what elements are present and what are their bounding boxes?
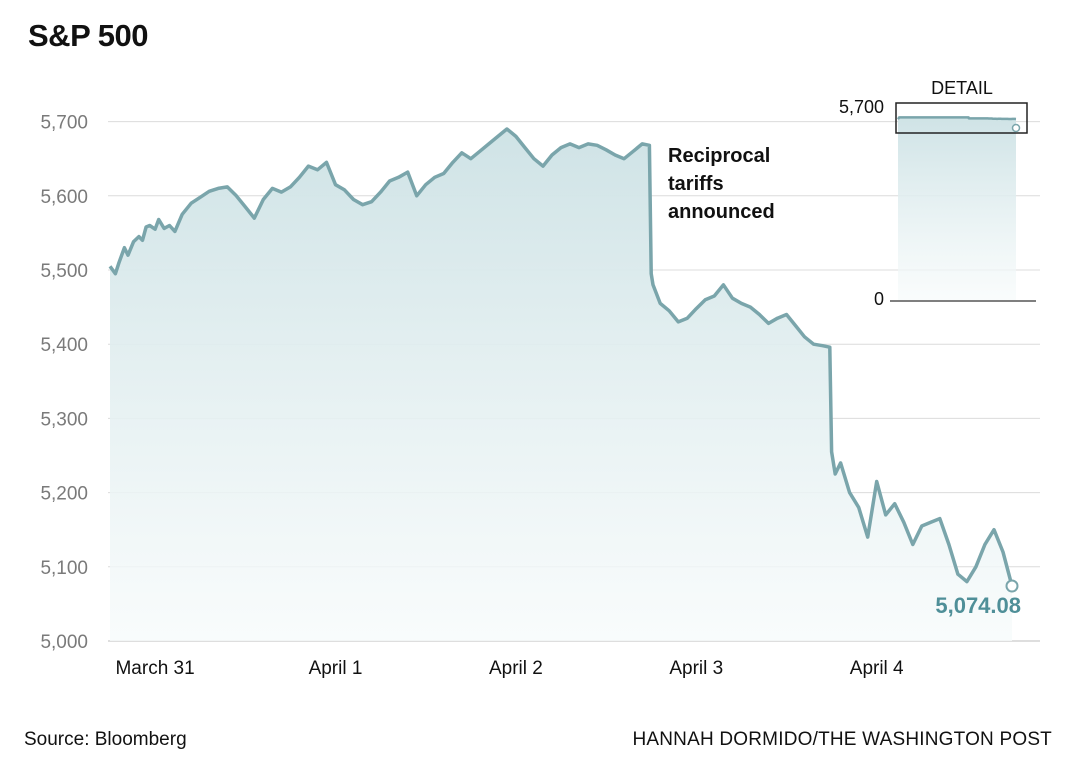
inset-tick-top: 5,700 [839, 97, 884, 117]
inset-area [898, 117, 1016, 301]
annotation-line: Reciprocal [668, 145, 770, 167]
chart-title: S&P 500 [28, 18, 149, 53]
x-tick-label: April 4 [850, 658, 904, 679]
inset-end-marker [1011, 123, 1021, 133]
credit-line: HANNAH DORMIDO/THE WASHINGTON POST [632, 729, 1052, 750]
series-line [108, 127, 1014, 587]
inset-detail-box [895, 102, 1028, 134]
y-tick-label: 5,200 [40, 484, 88, 505]
y-tick-label: 5,100 [40, 558, 88, 579]
inset-line [897, 116, 1017, 121]
y-tick-label: 5,500 [40, 261, 88, 282]
inset-tick-zero: 0 [874, 289, 884, 309]
area-fill [110, 129, 1012, 641]
y-axis: 5,000 5,100 5,200 5,300 5,400 5,500 5,600 5,700 [40, 113, 88, 653]
end-point-marker [1005, 579, 1019, 593]
x-tick-label: March 31 [115, 658, 194, 679]
x-axis: March 31 April 1 April 2 April 3 April 4 [115, 658, 904, 679]
y-tick-label: 5,300 [40, 409, 88, 430]
inset-title: DETAIL [931, 78, 993, 98]
annotation-line: tariffs [668, 173, 724, 195]
detail-inset: DETAIL 5,700 0 [839, 78, 1036, 309]
y-tick-label: 5,700 [40, 113, 88, 134]
end-value-label: 5,074.08 [935, 593, 1021, 618]
y-tick-label: 5,400 [40, 335, 88, 356]
source-note: Source: Bloomberg [24, 729, 187, 750]
y-tick-label: 5,000 [40, 632, 88, 653]
x-tick-label: April 2 [489, 658, 543, 679]
y-tick-label: 5,600 [40, 187, 88, 208]
annotation-tariffs: Reciprocal tariffs announced [668, 145, 775, 223]
annotation-line: announced [668, 201, 775, 223]
x-tick-label: April 3 [669, 658, 723, 679]
x-tick-label: April 1 [309, 658, 363, 679]
